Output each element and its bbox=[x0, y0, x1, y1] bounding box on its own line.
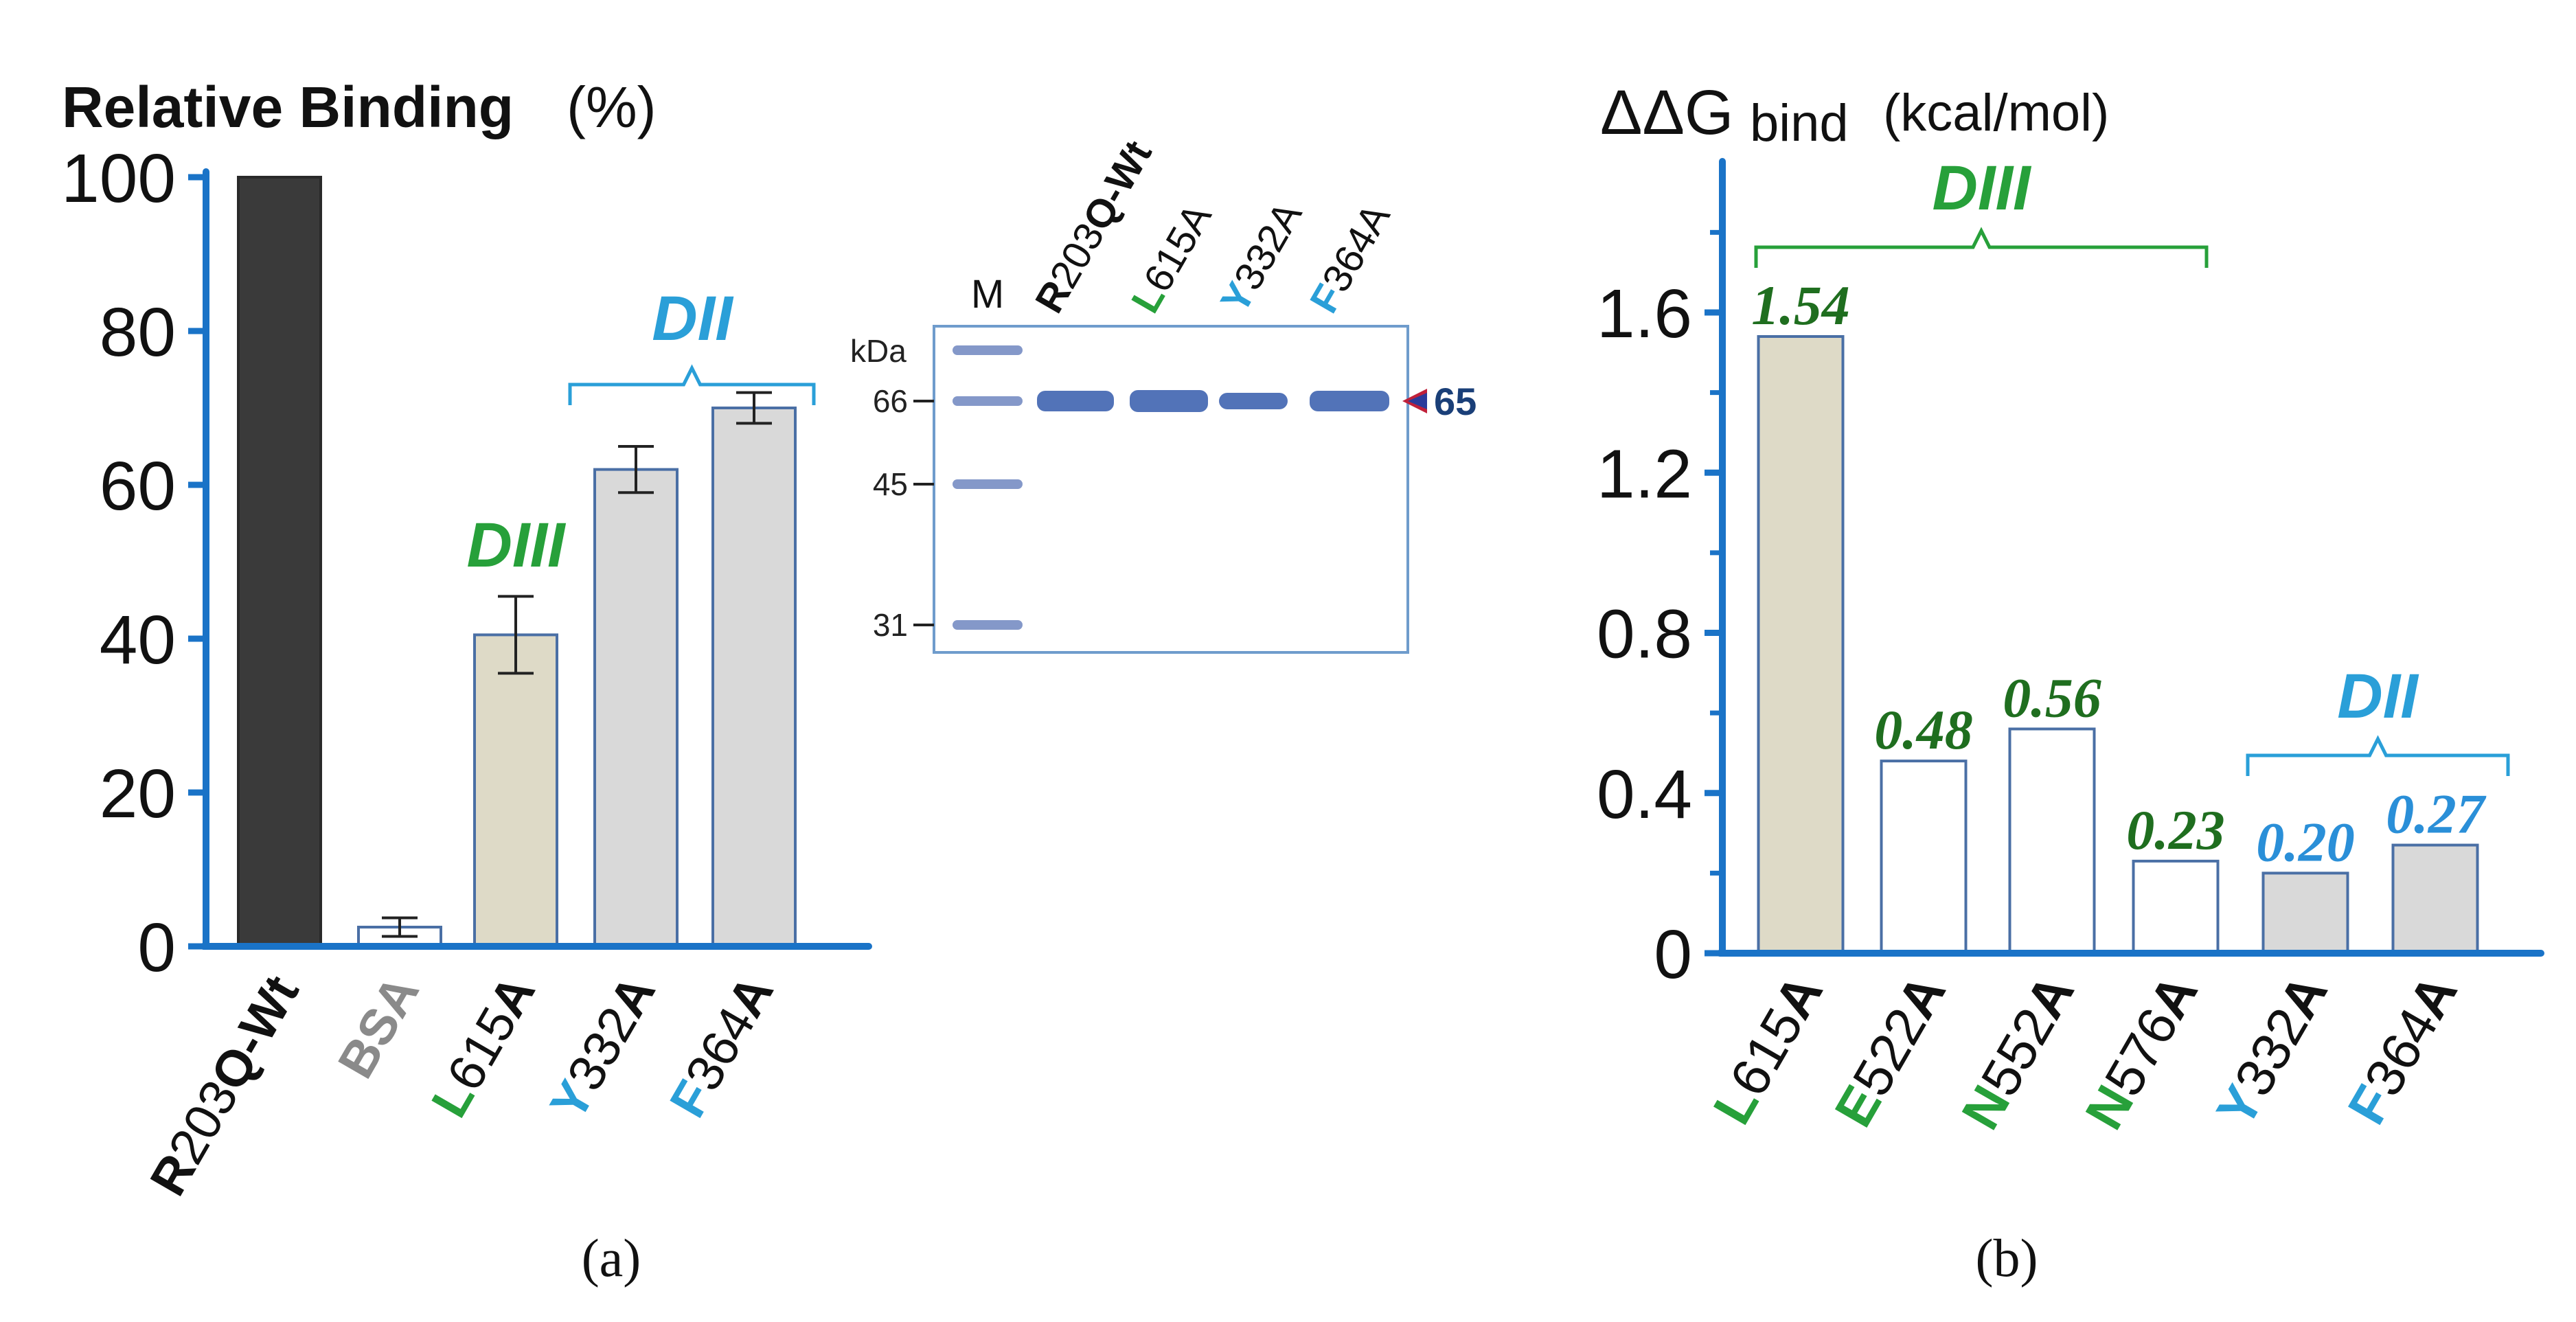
panel-a-title-unit: (%) bbox=[567, 75, 657, 139]
bar-value-label: 0.23 bbox=[2126, 799, 2225, 861]
y-tick-label: 20 bbox=[100, 755, 176, 832]
gel-sample-band bbox=[1130, 390, 1208, 412]
panel-a-title: Relative Binding bbox=[62, 75, 514, 139]
bar-value-label: 0.48 bbox=[1874, 698, 1973, 761]
panel-a-y-ticks: 0 20 40 60 80 100 bbox=[61, 140, 206, 986]
x-tick-label: N576A bbox=[2073, 965, 2209, 1139]
panel-a-bars bbox=[237, 176, 797, 948]
group-label-diii: DIII bbox=[1932, 153, 2032, 223]
gel-lane-label: Y332A bbox=[1212, 194, 1311, 321]
gel-sample-band bbox=[1310, 391, 1389, 411]
x-tick-label: F364A bbox=[659, 966, 784, 1127]
bar bbox=[1880, 760, 1968, 955]
gel-ladder-band bbox=[953, 479, 1023, 489]
bar-value-label: 0.27 bbox=[2386, 783, 2487, 845]
group-label-dii: DII bbox=[652, 284, 734, 354]
x-tick-label: Y332A bbox=[2204, 965, 2338, 1137]
gel-lane-number: 364A bbox=[1314, 196, 1399, 299]
caption-a: (a) bbox=[582, 1228, 641, 1288]
gel-band-size-label: 65 bbox=[1434, 380, 1477, 423]
panel-b-y-ticks: 0 0.4 0.8 1.2 1.6 bbox=[1597, 229, 1722, 993]
y-tick-label: 1.6 bbox=[1597, 275, 1692, 352]
group-label-diii: DIII bbox=[466, 510, 567, 580]
gel-ladder-band bbox=[953, 620, 1023, 630]
bar bbox=[2008, 727, 2096, 955]
x-tick-label: N552A bbox=[1950, 965, 2086, 1139]
panel-b-groups: DIII DII bbox=[1754, 153, 2510, 776]
gel-bands bbox=[953, 345, 1389, 630]
gel-lane-number: 615A bbox=[1135, 196, 1220, 299]
bar bbox=[2261, 871, 2349, 955]
gel-lane-number: 332A bbox=[1225, 194, 1310, 297]
x-tick-label: Y332A bbox=[539, 966, 666, 1129]
gel-marker-sizes: 66 45 31 bbox=[873, 383, 934, 643]
bar-value-label: 0.20 bbox=[2256, 810, 2355, 873]
x-tick-label: BSA bbox=[327, 966, 430, 1088]
bar bbox=[593, 468, 679, 948]
x-tick-label: R203Q-Wt bbox=[139, 966, 310, 1205]
y-tick-label: 80 bbox=[100, 294, 176, 371]
gel-lane-label-m: M bbox=[971, 272, 1004, 317]
y-tick-label: 40 bbox=[100, 602, 176, 679]
bar bbox=[473, 633, 558, 948]
panel-b-chart: ΔΔG bind (kcal/mol) 0 0.4 0.8 1.2 1.6 1.54 0.… bbox=[1597, 78, 2544, 1139]
group-bracket bbox=[2246, 735, 2510, 776]
panel-a-groups: DIII DII bbox=[466, 284, 816, 580]
caption-b: (b) bbox=[1976, 1228, 2038, 1288]
bar bbox=[237, 176, 322, 948]
x-label-prefix: BSA bbox=[327, 966, 430, 1088]
bar-value-label: 1.54 bbox=[1751, 274, 1850, 337]
gel-marker-size-label: 66 bbox=[873, 383, 908, 419]
y-tick-label: 0 bbox=[137, 909, 176, 986]
x-tick-label: E522A bbox=[1823, 965, 1957, 1137]
x-tick-label: F364A bbox=[2336, 965, 2468, 1135]
bar bbox=[1757, 334, 1845, 955]
gel-marker-size-label: 45 bbox=[873, 466, 908, 502]
bar bbox=[2391, 843, 2479, 955]
panel-b-title-symbol: ΔΔG bbox=[1600, 78, 1733, 148]
y-tick-label: 0.4 bbox=[1597, 756, 1692, 833]
gel-sample-band bbox=[1037, 391, 1114, 411]
y-tick-label: 0.8 bbox=[1597, 596, 1692, 673]
y-tick-label: 60 bbox=[100, 448, 176, 525]
gel-marker-size-label: 31 bbox=[873, 607, 908, 643]
y-tick-label: 100 bbox=[61, 140, 176, 217]
gel-lane-label: L615A bbox=[1123, 196, 1220, 321]
bar bbox=[711, 407, 797, 948]
gel-sample-band bbox=[1219, 393, 1288, 409]
group-bracket bbox=[568, 364, 816, 405]
group-bracket bbox=[1754, 227, 2209, 268]
x-label-suffix: Q-Wt bbox=[200, 966, 310, 1100]
bar bbox=[2132, 859, 2220, 955]
y-tick-label: 1.2 bbox=[1597, 435, 1692, 512]
gel-ladder-band bbox=[953, 345, 1023, 355]
gel-lane-suffix: Q-Wt bbox=[1074, 133, 1161, 238]
gel-ladder-band bbox=[953, 396, 1023, 406]
group-label-dii: DII bbox=[2337, 661, 2419, 731]
gel-lane-label: F364A bbox=[1301, 196, 1399, 321]
x-tick-label: L615A bbox=[1701, 965, 1834, 1135]
gel-frame bbox=[933, 325, 1409, 654]
panel-b-title-unit: (kcal/mol) bbox=[1883, 84, 2109, 142]
band-arrow-inner-icon bbox=[1408, 393, 1427, 409]
y-tick-label: 0 bbox=[1654, 916, 1692, 993]
panel-b-title-sub: bind bbox=[1750, 94, 1849, 152]
gel-unit-label: kDa bbox=[850, 333, 907, 369]
x-tick-label: L615A bbox=[420, 966, 546, 1127]
bar-value-label: 0.56 bbox=[2003, 666, 2101, 729]
panel-b-bars: 1.54 0.48 0.56 0.23 0.20 0.27 bbox=[1751, 274, 2487, 955]
